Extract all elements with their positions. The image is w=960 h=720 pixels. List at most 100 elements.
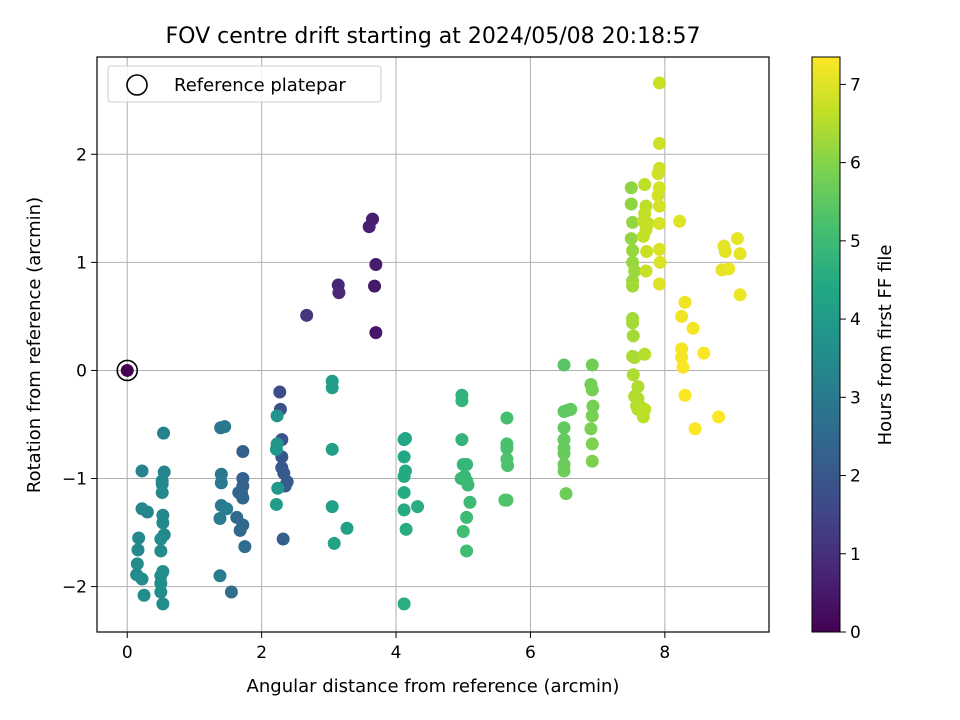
data-point [557, 421, 571, 435]
y-axis-label: Rotation from reference (arcmin) [24, 197, 45, 493]
y-axis-ticks: −2 −1 0 1 2 [62, 145, 97, 598]
data-point [460, 544, 474, 558]
data-point [461, 478, 475, 492]
legend-label: Reference platepar [174, 75, 346, 96]
data-point [224, 585, 238, 599]
data-point [675, 350, 689, 364]
data-point [120, 363, 134, 377]
data-point [214, 476, 228, 490]
colorbar-tick-label: 2 [850, 467, 861, 487]
data-point [397, 486, 411, 500]
data-point [269, 497, 283, 511]
data-point [676, 360, 690, 374]
data-point [135, 464, 149, 478]
data-point [455, 433, 469, 447]
data-point [585, 437, 599, 451]
data-point [213, 569, 227, 583]
data-point [697, 346, 711, 360]
data-point [135, 502, 149, 516]
data-point [652, 242, 666, 256]
legend: Reference platepar [107, 65, 382, 103]
data-point [638, 178, 652, 192]
x-axis-ticks: 0 2 4 6 8 [122, 632, 670, 663]
data-point [586, 399, 600, 413]
data-point [653, 255, 667, 269]
data-point [624, 197, 638, 211]
data-point [584, 422, 598, 436]
data-point [157, 426, 171, 440]
data-point [638, 347, 652, 361]
data-point [652, 216, 666, 230]
data-point [460, 510, 474, 524]
data-point [137, 588, 151, 602]
data-point [557, 464, 571, 478]
data-point [300, 308, 314, 322]
data-point [154, 532, 168, 546]
data-point [636, 410, 650, 424]
data-point [678, 388, 692, 402]
data-point [651, 188, 665, 202]
data-point [132, 531, 146, 545]
data-point [455, 394, 469, 408]
data-point [500, 411, 514, 425]
data-point [397, 597, 411, 611]
data-point [557, 358, 571, 372]
y-tick-label: −1 [62, 470, 87, 490]
data-point [628, 264, 642, 278]
data-point [500, 441, 514, 455]
data-point [397, 450, 411, 464]
chart-title: FOV centre drift starting at 2024/05/08 … [166, 24, 701, 49]
data-point [273, 385, 287, 399]
x-tick-label: 4 [391, 643, 402, 663]
data-point [585, 383, 599, 397]
data-point [628, 350, 642, 364]
data-point [213, 512, 227, 526]
data-point [238, 540, 252, 554]
data-point [154, 585, 168, 599]
data-point [411, 500, 425, 514]
legend-marker [126, 74, 148, 96]
data-point [639, 264, 653, 278]
plot-frame [96, 56, 770, 633]
data-point [230, 510, 244, 524]
data-point [652, 199, 666, 213]
data-point [271, 481, 285, 495]
colorbar-ticks: 0 1 2 3 4 5 6 7 [840, 75, 861, 643]
data-point [636, 229, 650, 243]
data-point [585, 409, 599, 423]
data-point [626, 243, 640, 257]
colorbar-label: Hours from first FF file [875, 245, 896, 446]
data-point [220, 502, 234, 516]
data-point [362, 220, 376, 234]
data-point [270, 409, 284, 423]
data-point [156, 597, 170, 611]
data-point [368, 279, 382, 293]
legend-box [107, 65, 382, 103]
data-point [733, 247, 747, 261]
colorbar-tick-label: 1 [850, 545, 861, 565]
data-point [131, 543, 145, 557]
data-point [557, 447, 571, 461]
data-point [559, 487, 573, 501]
data-point [564, 402, 578, 416]
colorbar-tick-label: 3 [850, 388, 861, 408]
colorbar-gradient [811, 56, 841, 633]
y-tick-label: −2 [62, 578, 87, 598]
data-point [327, 536, 341, 550]
data-point [269, 442, 283, 456]
data-point [463, 495, 477, 509]
data-point [498, 493, 512, 507]
data-point [626, 316, 640, 330]
x-axis-label: Angular distance from reference (arcmin) [247, 676, 620, 697]
data-point [130, 557, 144, 571]
data-point [397, 469, 411, 483]
colorbar-tick-label: 5 [850, 232, 861, 252]
data-point [325, 442, 339, 456]
data-point [369, 258, 383, 272]
data-point [730, 232, 744, 246]
data-point [332, 286, 346, 300]
data-point [722, 262, 736, 276]
data-point [398, 432, 412, 446]
data-point [675, 309, 689, 323]
